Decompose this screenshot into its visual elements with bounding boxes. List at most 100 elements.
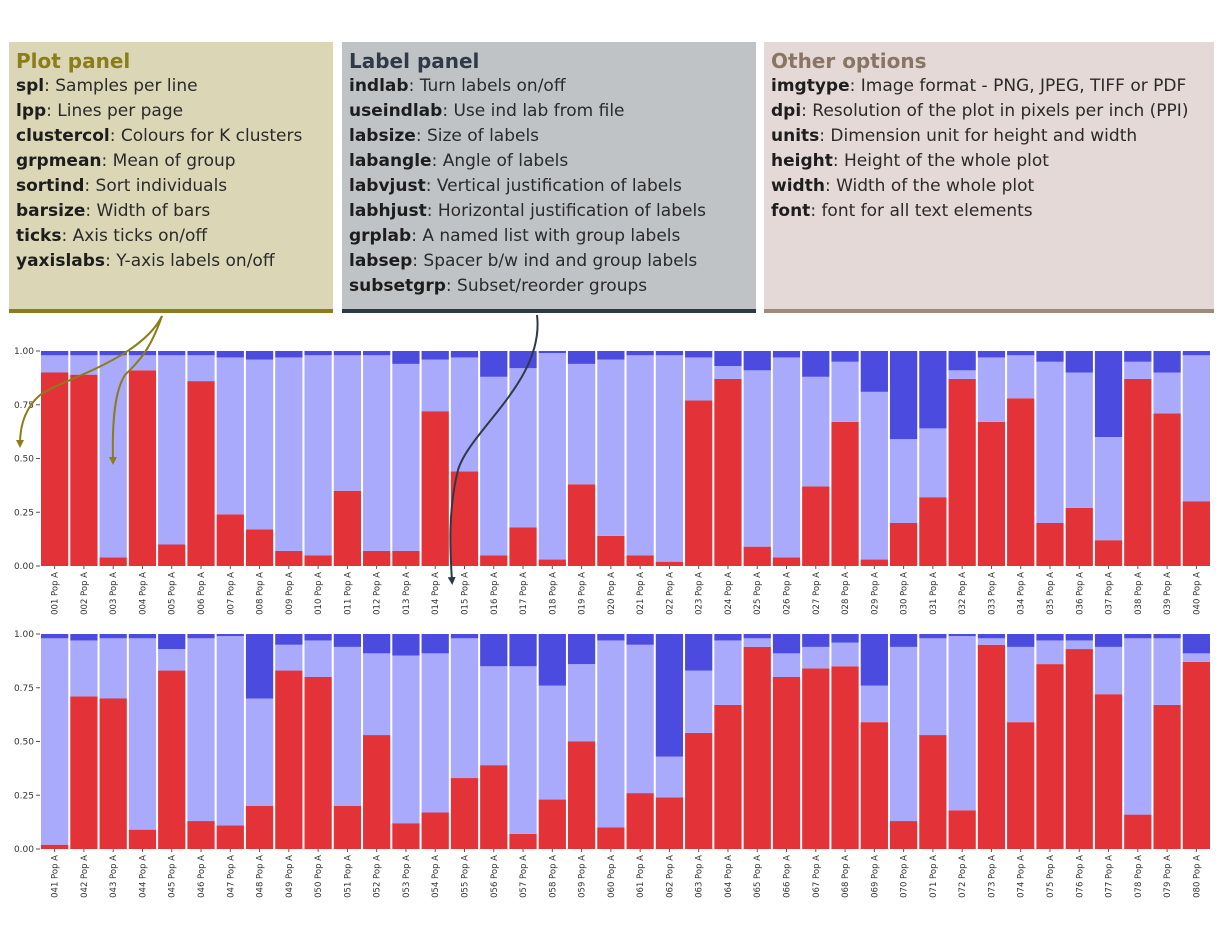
bar-segment-k1 (158, 544, 186, 566)
x-tick-label: 024 Pop A (724, 572, 734, 615)
y-tick-label: 0.00 (14, 562, 34, 572)
bar-segment-k2 (772, 653, 801, 677)
bar-segment-k2 (158, 649, 186, 671)
bar-segment-k2 (977, 638, 1006, 645)
bar-segment-k3 (772, 634, 801, 654)
x-tick-label: 069 Pop A (870, 855, 880, 898)
bar-segment-k2 (714, 366, 742, 379)
option-description: : Use ind lab from file (442, 101, 625, 121)
bar-segment-k3 (626, 351, 654, 356)
bar-segment-k1 (948, 378, 976, 566)
other-panel-title: Other options (771, 49, 927, 73)
bar-segment-k3 (1124, 634, 1152, 639)
x-tick-label: 048 Pop A (256, 855, 266, 898)
bar-segment-k3 (919, 634, 947, 639)
bar-segment-k2 (831, 361, 859, 422)
bar-segment-k2 (626, 644, 654, 794)
x-tick-label: 012 Pop A (373, 572, 383, 615)
bar-segment-k3 (919, 351, 947, 429)
option-key: barsize (16, 201, 86, 221)
bar-segment-k2 (99, 638, 127, 699)
bar-segment-k2 (480, 376, 508, 556)
x-tick-label: 034 Pop A (1017, 572, 1027, 615)
option-key: height (771, 151, 833, 171)
bar-segment-k3 (860, 351, 888, 392)
bar-segment-k2 (509, 368, 537, 528)
x-tick-label: 039 Pop A (1163, 572, 1173, 615)
bar-segment-k1 (567, 741, 596, 849)
bar-segment-k2 (41, 355, 69, 373)
x-tick-label: 006 Pop A (197, 572, 207, 615)
bar-segment-k1 (1153, 704, 1181, 849)
option-description: : Mean of group (101, 151, 236, 171)
bar-segment-k1 (802, 668, 830, 849)
x-tick-label: 066 Pop A (783, 855, 793, 898)
option-description: : Dimension unit for height and width (819, 126, 1138, 146)
x-tick-label: 016 Pop A (490, 572, 500, 615)
option-description: : Axis ticks on/off (61, 226, 208, 246)
x-tick-label: 076 Pop A (1075, 855, 1085, 898)
bar-segment-k1 (860, 722, 888, 849)
bar-segment-k2 (567, 363, 596, 485)
bar-segment-k2 (41, 638, 69, 845)
bar-segment-k3 (363, 634, 391, 654)
bar-segment-k2 (860, 685, 888, 723)
x-tick-label: 022 Pop A (665, 572, 675, 615)
bar-segment-k1 (860, 559, 888, 566)
bar-segment-k3 (597, 634, 625, 641)
bar-segment-k1 (1036, 664, 1064, 849)
bar-segment-k2 (538, 685, 566, 800)
bar-segment-k2 (1124, 361, 1152, 379)
x-tick-label: 059 Pop A (578, 855, 588, 898)
structure-plot-row-2: 0.00 0.25 0.50 0.75 1.00 041 Pop A 042 Pop A 04… (14, 630, 1210, 898)
bar-segment-k3 (714, 634, 742, 641)
bar-segment-k3 (567, 634, 596, 665)
bar-segment-k3 (509, 634, 537, 667)
plot-panel-item-sortind: sortind: Sort individuals (16, 174, 326, 199)
bar-segment-k1 (919, 497, 947, 566)
bar-segment-k1 (99, 698, 127, 849)
bar-segment-k1 (597, 535, 625, 566)
x-tick-label: 023 Pop A (695, 572, 705, 615)
bar-segment-k3 (977, 351, 1006, 358)
other-panel-item-height: height: Height of the whole plot (771, 149, 1207, 174)
bar-segment-k1 (1182, 501, 1210, 566)
bar-segment-k1 (392, 550, 420, 566)
bar-segment-k2 (1094, 437, 1123, 541)
bar-segment-k1 (1036, 523, 1064, 566)
option-description: : Subset/reorder groups (445, 276, 648, 296)
x-tick-label: 058 Pop A (548, 855, 558, 898)
x-tick-label: 020 Pop A (607, 572, 617, 615)
bar-segment-k2 (919, 638, 947, 736)
x-tick-label: 004 Pop A (138, 572, 148, 615)
plot-panel-arrow-to-yaxis (16, 315, 163, 448)
x-tick-label: 025 Pop A (753, 572, 763, 615)
x-tick-label: 010 Pop A (314, 572, 324, 615)
x-tick-label: 065 Pop A (753, 855, 763, 898)
option-description: : Colours for K clusters (109, 126, 303, 146)
bar-segment-k3 (421, 634, 449, 654)
option-description: : Vertical justification of labels (425, 176, 682, 196)
bar-segment-k3 (948, 634, 976, 637)
bar-segment-k3 (685, 634, 713, 671)
bar-segment-k3 (128, 351, 157, 356)
x-tick-label: 009 Pop A (285, 572, 295, 615)
x-tick-label: 046 Pop A (197, 855, 207, 898)
y-tick-label: 0.75 (14, 401, 34, 411)
option-description: : Turn labels on/off (408, 76, 566, 96)
bar-segment-k1 (363, 735, 391, 849)
bar-segment-k2 (1036, 361, 1064, 523)
bar-segment-k3 (70, 351, 98, 356)
option-key: useindlab (349, 101, 443, 121)
plot-panel-arrow-to-bars (108, 315, 163, 465)
x-tick-label: 057 Pop A (519, 855, 529, 898)
option-description: : Y-axis labels on/off (105, 251, 275, 271)
x-tick-label: 078 Pop A (1134, 855, 1144, 898)
y-tick-label: 0.25 (14, 791, 34, 801)
bar-segment-k3 (1065, 634, 1093, 641)
x-tick-label: 019 Pop A (578, 572, 588, 615)
bar-segment-k2 (860, 391, 888, 560)
bar-segment-k1 (158, 670, 186, 849)
bar-segment-k3 (187, 351, 215, 356)
bar-segment-k1 (70, 374, 98, 566)
